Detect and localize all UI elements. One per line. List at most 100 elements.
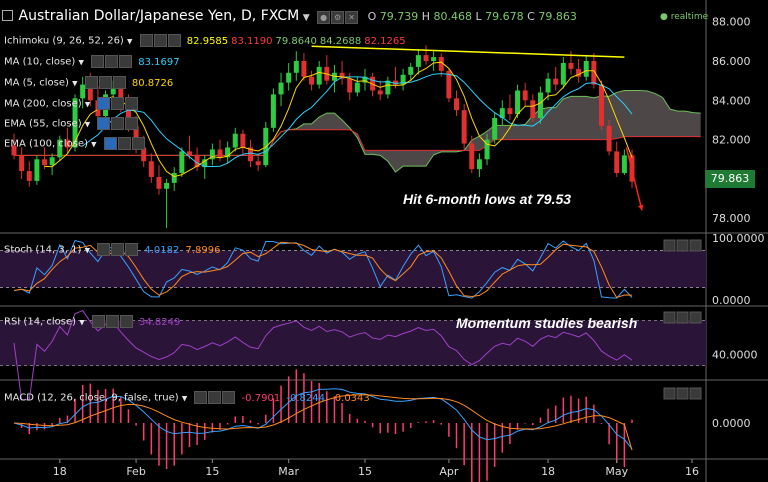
dropdown-icon[interactable]: ▼ — [78, 58, 84, 67]
eye-icon[interactable] — [91, 315, 105, 328]
candle — [614, 151, 620, 174]
close-icon[interactable] — [125, 97, 139, 110]
ema100-label-row[interactable]: EMA (100, close) ▼ — [4, 137, 145, 150]
symbol-title[interactable]: Australian Dollar/Japanese Yen, D, FXCM — [18, 8, 300, 24]
realtime-label: realtime — [670, 12, 709, 22]
ma10-label-row[interactable]: MA (10, close) ▼ 83.1697 — [4, 55, 180, 68]
candle — [476, 159, 482, 170]
gear-icon[interactable] — [105, 315, 119, 328]
ichimoku-label-row[interactable]: Ichimoku (9, 26, 52, 26) ▼ 82.9585 83.119… — [4, 34, 406, 47]
dropdown-icon[interactable]: ▼ — [84, 100, 91, 109]
candle — [484, 139, 490, 160]
close-icon[interactable] — [131, 137, 145, 150]
close-icon[interactable] — [222, 391, 236, 404]
candle — [293, 61, 299, 73]
gear-icon[interactable] — [117, 137, 131, 150]
stoch-tick-label: 0.0000 — [712, 294, 751, 307]
close-icon[interactable] — [119, 315, 133, 328]
rsi-value: 34.8249 — [139, 316, 181, 328]
eye-icon[interactable]: ● — [317, 10, 331, 24]
ma200-label-row[interactable]: MA (200, close) ▼ — [4, 97, 139, 110]
dropdown-icon[interactable]: ▼ — [91, 140, 97, 149]
eye-icon[interactable] — [91, 55, 105, 68]
candle — [423, 55, 429, 61]
ichimoku-values: 82.9585 83.1190 79.8640 84.2688 82.1265 — [184, 36, 406, 47]
ohlc-o-value: 79.739 — [379, 10, 422, 23]
stoch-label-row[interactable]: Stoch (14, 3, 1) ▼ 4.0182 7.8996 — [4, 243, 221, 256]
candle — [141, 147, 147, 162]
gear-icon[interactable] — [153, 34, 167, 47]
eye-icon[interactable] — [103, 137, 117, 150]
ichimoku-value: 84.2688 — [319, 35, 362, 47]
candle — [186, 151, 192, 156]
gear-icon[interactable] — [111, 97, 125, 110]
ohlc-o-label: O — [367, 10, 380, 23]
candle — [469, 143, 475, 170]
ma200-buttons — [96, 97, 139, 110]
gear-icon[interactable] — [208, 391, 222, 404]
eye-icon[interactable] — [97, 97, 111, 110]
dropdown-icon[interactable]: ▼ — [84, 120, 91, 129]
candle — [515, 90, 521, 115]
candle — [446, 70, 452, 99]
candle — [507, 108, 513, 115]
ichimoku-buttons — [139, 34, 181, 47]
close-icon[interactable] — [119, 55, 133, 68]
candle — [164, 182, 170, 189]
close-icon[interactable] — [112, 76, 126, 89]
symbol-dropdown-icon[interactable]: ▼ — [302, 13, 310, 23]
ema55-label-row[interactable]: EMA (55, close) ▼ — [4, 117, 139, 130]
eye-icon[interactable] — [194, 391, 208, 404]
ma5-value: 80.8726 — [131, 77, 174, 89]
stoch-tick-label: 100.0000 — [712, 232, 765, 245]
resistance-trendline — [311, 45, 625, 58]
dropdown-icon[interactable]: ▼ — [72, 79, 78, 88]
candle — [232, 133, 238, 148]
ema100-buttons — [103, 137, 145, 150]
eye-icon[interactable] — [97, 117, 111, 130]
pane-control-button — [663, 311, 676, 324]
dropdown-icon[interactable]: ▼ — [127, 37, 133, 46]
gear-icon[interactable]: ⚙ — [331, 10, 345, 24]
candle — [156, 176, 162, 189]
gear-icon[interactable] — [105, 55, 119, 68]
close-icon[interactable] — [167, 34, 181, 47]
candle — [408, 66, 414, 75]
price-tick-label: 88.000 — [712, 16, 751, 29]
candle — [34, 159, 40, 181]
close-icon[interactable] — [125, 117, 139, 130]
dropdown-icon[interactable]: ▼ — [84, 246, 90, 255]
time-tick-label: May — [605, 465, 628, 478]
candle — [110, 88, 116, 95]
candle — [133, 125, 139, 148]
macd-label-row[interactable]: MACD (12, 26, close, 9, false, true) ▼ -… — [4, 391, 370, 404]
ohlc-readout: O 79.739 H 80.468 L 79.678 C 79.863 — [368, 10, 577, 23]
ichimoku-value: 82.1265 — [364, 35, 406, 47]
candle — [537, 92, 543, 118]
candle — [431, 57, 437, 61]
eye-icon[interactable] — [97, 243, 111, 256]
gear-icon[interactable] — [111, 243, 125, 256]
collapse-icon[interactable] — [2, 10, 13, 21]
close-icon[interactable]: ✕ — [345, 10, 359, 24]
rsi-label-row[interactable]: RSI (14, close) ▼ 34.8249 — [4, 315, 180, 328]
candle — [560, 62, 566, 85]
candle — [64, 139, 70, 148]
eye-icon[interactable] — [84, 76, 98, 89]
dropdown-icon[interactable]: ▼ — [79, 318, 85, 327]
stoch-buttons — [96, 243, 139, 256]
stoch-k-value: 4.0182 — [144, 244, 180, 256]
ohlc-c-value: 79.863 — [538, 10, 577, 23]
ma5-label-row[interactable]: MA (5, close) ▼ 80.8726 — [4, 76, 173, 89]
candle — [202, 159, 208, 168]
chart-header: Australian Dollar/Japanese Yen, D, FXCM … — [2, 8, 577, 24]
ichimoku-span-b — [14, 129, 701, 156]
candle — [278, 82, 284, 95]
gear-icon[interactable] — [111, 117, 125, 130]
dropdown-icon[interactable]: ▼ — [181, 394, 188, 403]
eye-icon[interactable] — [139, 34, 153, 47]
candle — [530, 100, 536, 118]
gear-icon[interactable] — [98, 76, 112, 89]
close-icon[interactable] — [125, 243, 139, 256]
